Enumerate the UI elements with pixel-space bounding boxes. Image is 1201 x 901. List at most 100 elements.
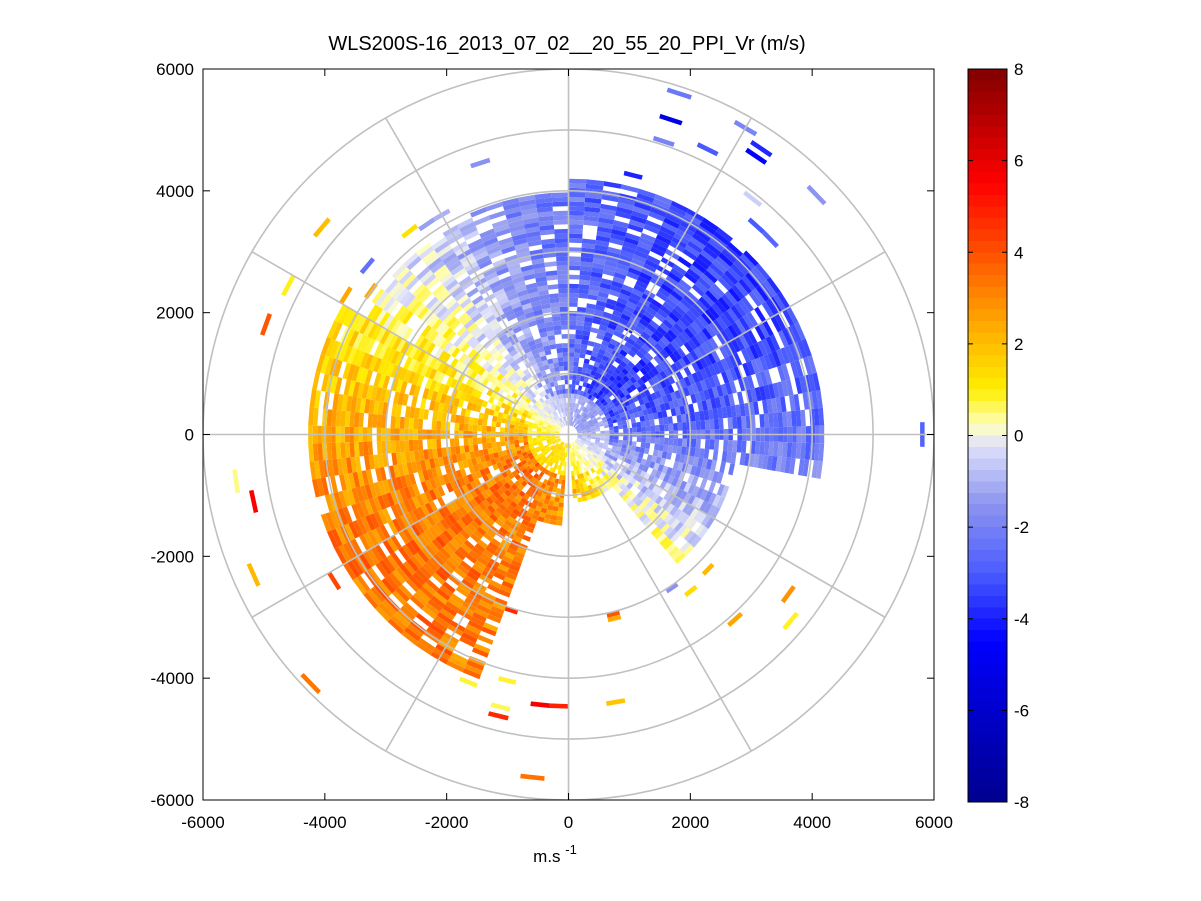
velocity-cell	[477, 398, 484, 407]
velocity-cell	[592, 258, 606, 265]
velocity-cell	[653, 355, 663, 365]
velocity-cell	[753, 401, 760, 415]
velocity-cell	[460, 543, 472, 554]
velocity-cell	[544, 349, 552, 356]
velocity-cell	[710, 350, 721, 363]
velocity-cell	[512, 353, 521, 361]
velocity-cell	[456, 564, 470, 575]
velocity-cell	[546, 383, 552, 389]
velocity-cell	[535, 448, 541, 453]
velocity-cell	[594, 481, 600, 487]
velocity-cell	[436, 550, 448, 563]
velocity-cell	[558, 292, 569, 298]
velocity-cell	[636, 405, 643, 412]
velocity-cell	[545, 436, 551, 439]
velocity-cell	[555, 404, 560, 410]
velocity-cell	[577, 464, 581, 470]
velocity-cell	[677, 397, 684, 407]
velocity-cell	[457, 217, 474, 229]
velocity-cell	[592, 418, 598, 423]
velocity-cell	[525, 526, 535, 534]
velocity-cell	[518, 425, 524, 430]
velocity-cell	[400, 605, 416, 620]
velocity-cell	[420, 531, 432, 545]
velocity-cell	[505, 404, 511, 411]
velocity-cell	[780, 585, 796, 604]
velocity-cell	[555, 389, 560, 395]
velocity-cell	[695, 359, 704, 371]
velocity-cell	[699, 221, 717, 235]
velocity-cell	[571, 393, 575, 399]
velocity-cell	[378, 311, 391, 328]
x-axis-label: m.s -1	[533, 842, 577, 866]
velocity-cell	[435, 535, 447, 548]
velocity-cell	[519, 338, 528, 346]
velocity-cell	[652, 449, 659, 457]
velocity-cell	[546, 410, 551, 415]
velocity-cell	[333, 359, 343, 377]
velocity-cell	[603, 181, 622, 189]
velocity-cell	[532, 499, 539, 506]
velocity-cell	[579, 353, 586, 359]
velocity-cell	[418, 217, 436, 232]
velocity-cell	[743, 190, 763, 207]
velocity-cell	[728, 354, 738, 368]
velocity-cell	[442, 384, 450, 395]
velocity-cell	[413, 439, 419, 451]
velocity-cell	[541, 429, 546, 433]
velocity-cell	[649, 207, 667, 218]
velocity-cell	[590, 462, 595, 468]
velocity-cell	[420, 459, 427, 471]
velocity-cell	[512, 497, 521, 505]
velocity-cell	[351, 348, 361, 366]
velocity-cell	[436, 306, 448, 319]
velocity-cell	[415, 286, 429, 300]
velocity-cell	[372, 414, 378, 428]
velocity-cell	[664, 402, 671, 411]
velocity-cell	[747, 217, 766, 234]
velocity-cell	[493, 326, 504, 335]
velocity-cell	[659, 437, 665, 445]
velocity-cell	[581, 339, 589, 346]
velocity-cell	[577, 444, 582, 449]
velocity-cell	[442, 530, 454, 542]
velocity-cell	[629, 376, 637, 384]
velocity-cell	[399, 290, 413, 306]
velocity-cell	[497, 296, 509, 306]
velocity-cell	[568, 256, 581, 262]
velocity-cell	[559, 417, 563, 423]
velocity-cell	[490, 538, 501, 547]
velocity-cell	[657, 520, 667, 530]
velocity-cell	[569, 443, 571, 449]
velocity-cell	[421, 249, 437, 263]
velocity-cell	[609, 435, 615, 440]
velocity-cell	[521, 375, 529, 382]
velocity-cell	[579, 442, 584, 446]
velocity-cell	[769, 334, 781, 351]
velocity-cell	[507, 263, 521, 272]
velocity-cell	[507, 382, 515, 390]
velocity-cell	[626, 482, 634, 490]
velocity-cell	[477, 302, 489, 313]
velocity-cell	[480, 510, 490, 520]
velocity-cell	[395, 287, 409, 303]
velocity-cell	[558, 384, 563, 390]
velocity-cell	[541, 307, 552, 314]
velocity-cell	[746, 311, 759, 328]
velocity-cell	[427, 439, 433, 450]
velocity-cell	[738, 378, 746, 392]
velocity-cell	[638, 452, 644, 459]
velocity-cell	[571, 407, 575, 413]
velocity-cell	[538, 215, 554, 222]
velocity-cell	[588, 285, 600, 292]
velocity-cell	[600, 465, 606, 471]
velocity-cell	[485, 488, 493, 497]
velocity-cell	[439, 547, 452, 560]
velocity-cell	[519, 523, 528, 531]
velocity-cell	[568, 292, 579, 298]
velocity-cell	[690, 393, 698, 404]
velocity-cell	[710, 506, 721, 519]
velocity-cell	[575, 445, 580, 450]
velocity-cell	[579, 416, 584, 421]
velocity-cell	[534, 192, 552, 200]
